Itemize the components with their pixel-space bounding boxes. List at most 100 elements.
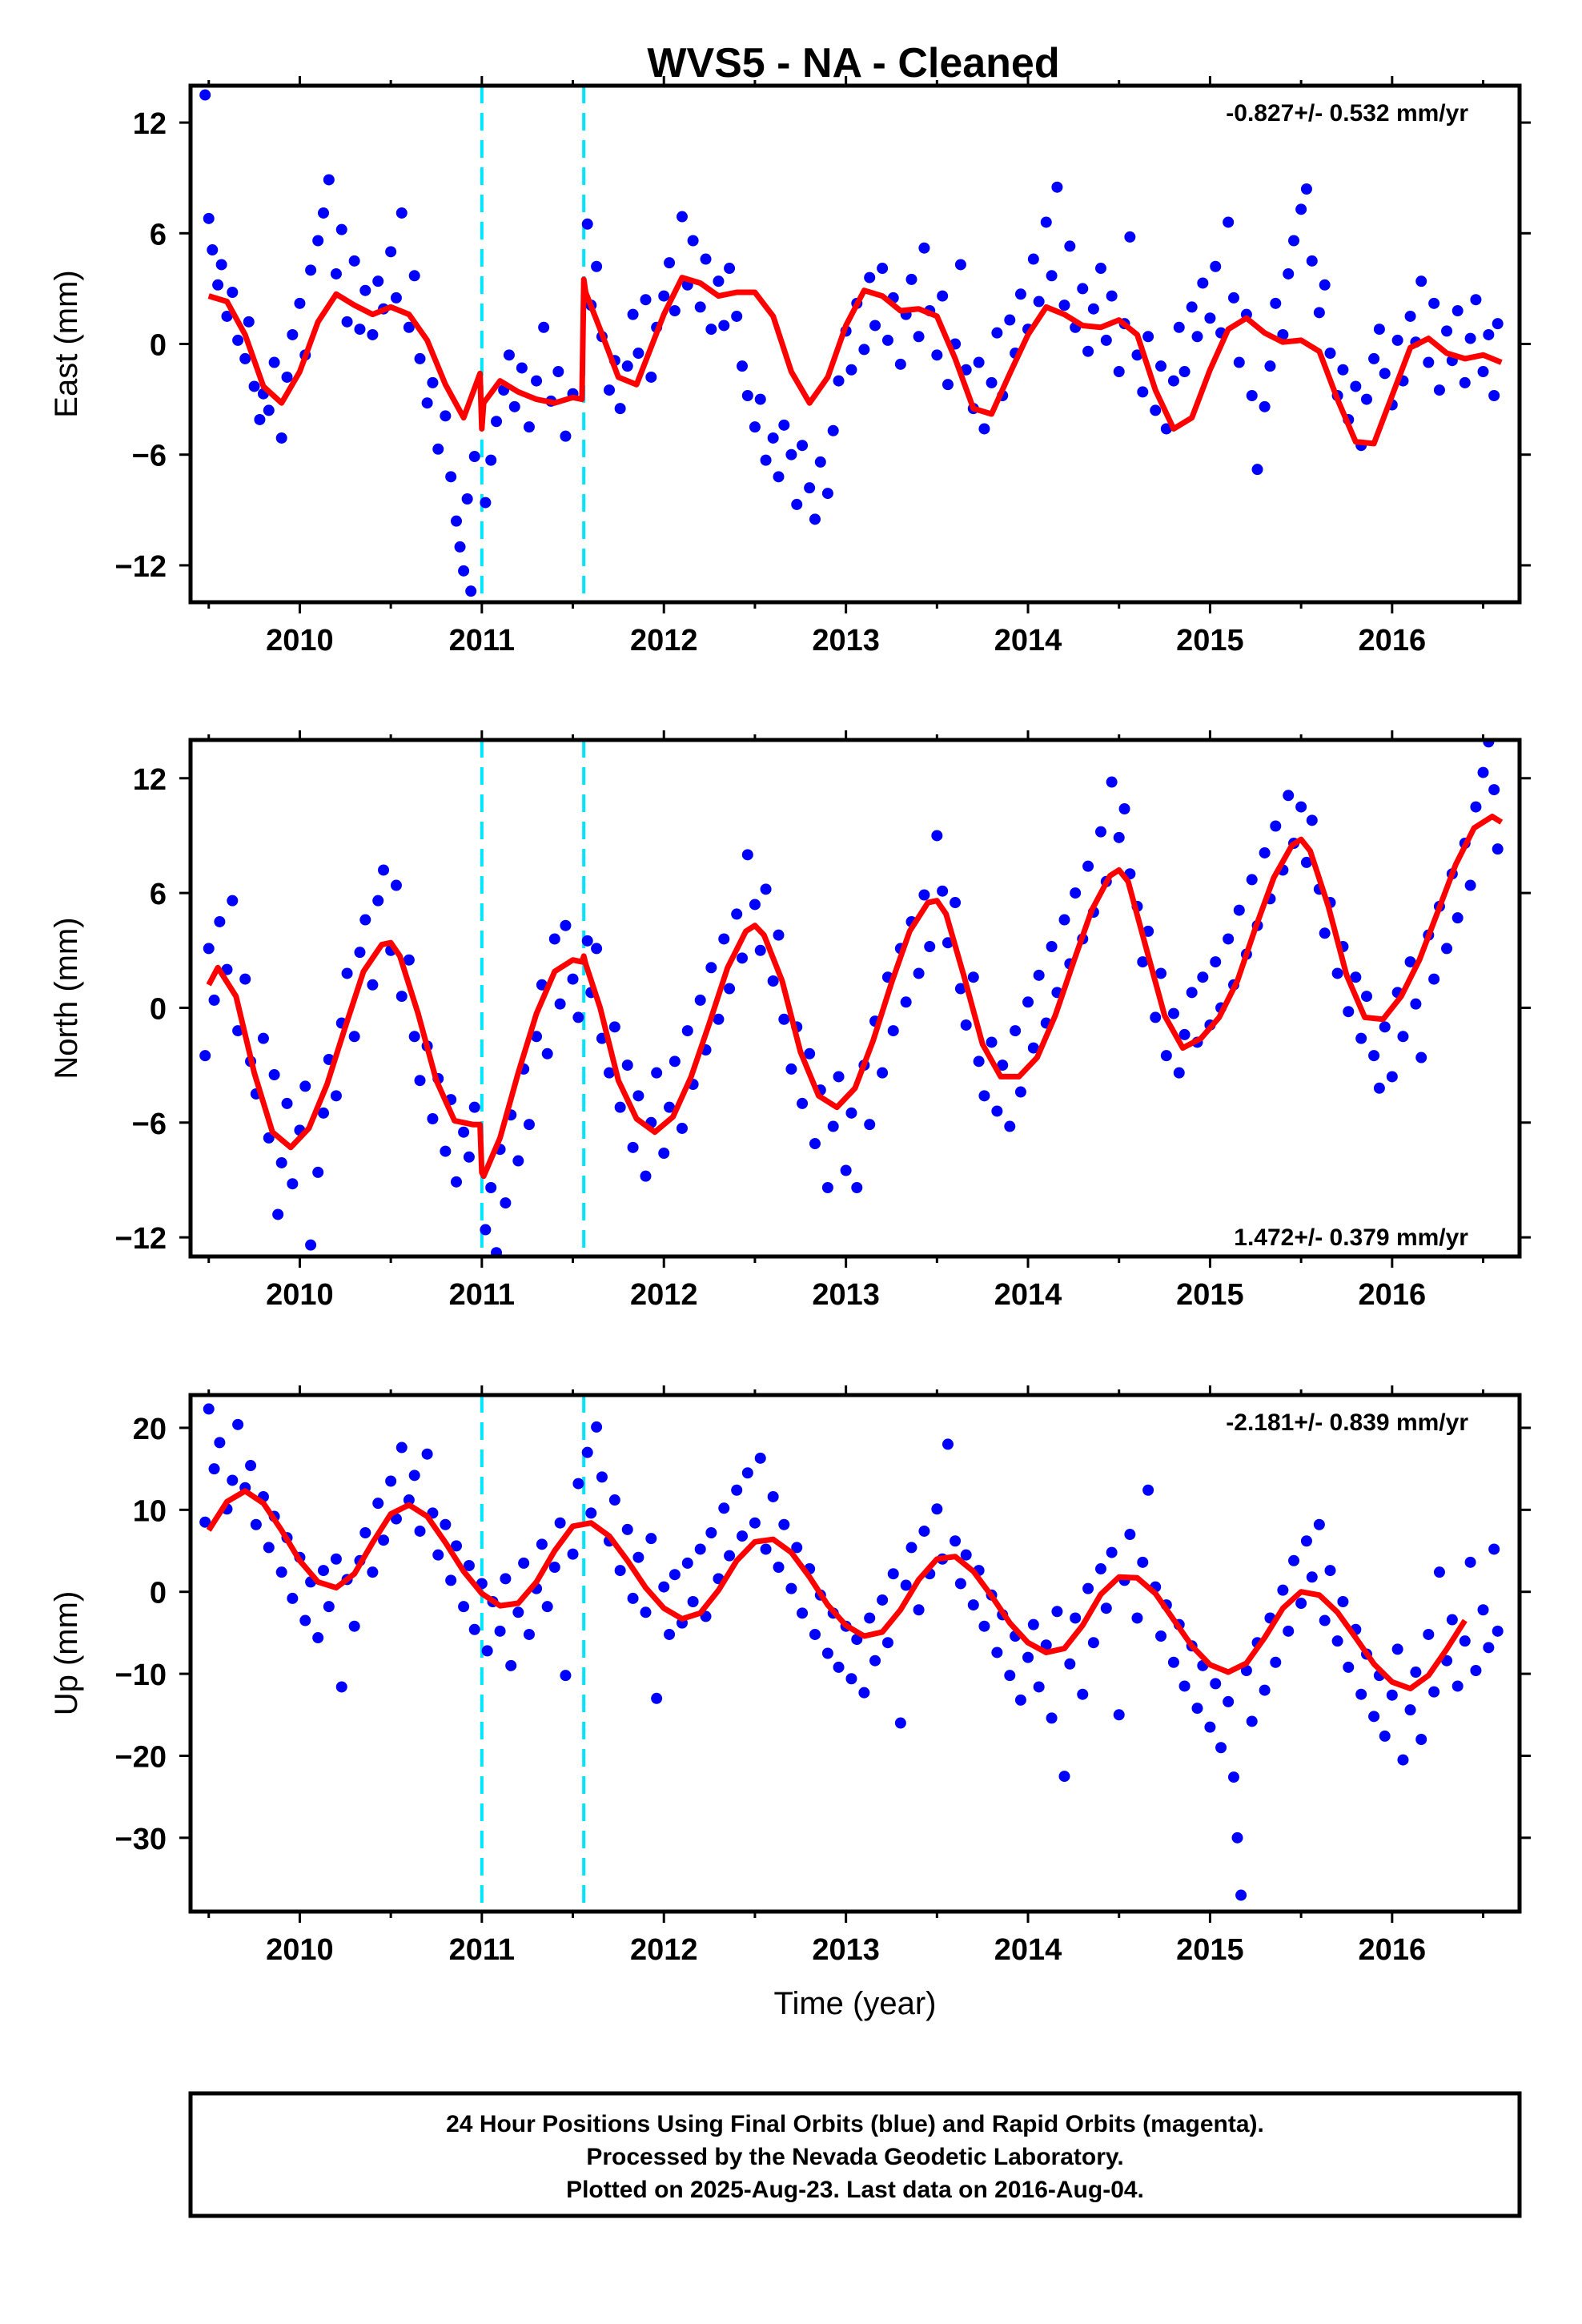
data-point — [700, 253, 712, 265]
data-point — [997, 1059, 1009, 1072]
data-point — [1231, 1831, 1243, 1844]
data-point — [221, 963, 233, 975]
data-point — [621, 360, 633, 372]
data-point — [1295, 203, 1307, 215]
data-point — [1087, 1637, 1099, 1649]
data-point — [1191, 331, 1203, 343]
data-point — [275, 1566, 287, 1578]
x-tick-label: 2013 — [812, 624, 880, 657]
data-point — [1155, 967, 1167, 979]
data-point — [900, 996, 912, 1008]
data-point — [491, 416, 503, 428]
data-point — [463, 1559, 475, 1571]
data-point — [250, 1518, 262, 1530]
data-point — [608, 1494, 620, 1506]
data-point — [1488, 390, 1500, 401]
figure-title: WVS5 - NA - Cleaned — [647, 40, 1059, 86]
y-tick-label: 0 — [150, 992, 167, 1026]
data-point — [1233, 356, 1245, 368]
data-point — [1423, 1628, 1435, 1640]
data-point — [1300, 1535, 1312, 1547]
data-point — [1210, 260, 1222, 272]
data-point — [669, 1569, 681, 1581]
data-point — [1428, 973, 1440, 985]
data-point — [523, 1628, 535, 1640]
data-point — [1270, 297, 1282, 309]
data-point — [913, 331, 925, 343]
data-point — [814, 456, 826, 468]
data-point — [778, 419, 790, 431]
data-point — [1270, 820, 1282, 832]
data-point — [427, 1113, 439, 1124]
data-point — [905, 273, 917, 285]
y-tick-label: −6 — [132, 1108, 167, 1141]
data-point — [1319, 927, 1331, 939]
y-tick-label: −12 — [115, 550, 167, 584]
data-point — [1033, 296, 1045, 308]
east-panel: 2010 2011 2012 2013 2014 2015 2016 −12 −6 0 6 12 Eas… — [49, 76, 1531, 657]
data-point — [918, 242, 930, 254]
y-tick-label: −12 — [115, 1222, 167, 1256]
footer-line-1: 24 Hour Positions Using Final Orbits (bl… — [446, 2111, 1264, 2137]
data-point — [773, 929, 785, 941]
data-point — [572, 1478, 584, 1490]
data-point — [239, 973, 251, 985]
data-point — [1094, 826, 1106, 838]
x-tick-label: 2011 — [449, 1278, 515, 1312]
x-tick-label: 2011 — [449, 1933, 515, 1967]
data-point — [1355, 1032, 1367, 1044]
data-point — [713, 1013, 725, 1025]
data-point — [367, 1566, 379, 1578]
model-curve — [207, 275, 1503, 447]
x-tick-label: 2014 — [994, 1278, 1062, 1312]
data-point — [287, 328, 299, 340]
data-point — [864, 1119, 876, 1131]
data-point — [741, 849, 753, 861]
data-point — [1251, 464, 1263, 476]
data-point — [877, 1067, 889, 1079]
data-point — [243, 316, 255, 328]
data-point — [1051, 1606, 1063, 1618]
data-point — [1355, 1688, 1367, 1700]
data-point — [1331, 967, 1343, 979]
data-point — [299, 1614, 311, 1626]
data-point — [621, 1059, 633, 1072]
data-point — [451, 515, 462, 527]
data-point — [1150, 404, 1162, 416]
data-point — [1386, 1689, 1398, 1701]
data-point — [1155, 1630, 1167, 1642]
data-point — [1186, 987, 1198, 999]
footer-frame — [188, 2091, 1522, 2218]
data-point — [203, 943, 215, 955]
plot-area — [199, 1395, 1504, 1912]
data-point — [887, 1568, 899, 1580]
data-point — [705, 1527, 717, 1538]
data-point — [512, 1155, 524, 1167]
data-point — [359, 284, 371, 296]
data-point — [881, 334, 893, 346]
data-point — [263, 404, 275, 416]
data-point — [554, 1517, 566, 1529]
data-point — [1350, 380, 1362, 392]
data-point — [658, 1148, 670, 1159]
data-point — [1178, 1680, 1191, 1692]
data-point — [1324, 348, 1336, 360]
data-point — [403, 321, 415, 333]
data-point — [614, 1101, 626, 1113]
data-point — [232, 1025, 244, 1037]
data-point — [991, 1647, 1003, 1659]
data-point — [632, 1090, 644, 1102]
data-point — [809, 1628, 821, 1640]
data-point — [208, 994, 220, 1006]
data-point — [1492, 843, 1504, 855]
data-point — [390, 879, 402, 891]
data-point — [480, 1224, 492, 1236]
data-point — [1106, 1546, 1118, 1558]
data-point — [390, 292, 402, 304]
data-point — [414, 1075, 426, 1087]
data-point — [505, 1659, 517, 1671]
data-point — [804, 1047, 816, 1059]
data-point — [468, 451, 480, 463]
data-point — [508, 400, 520, 412]
data-point — [451, 1176, 462, 1188]
